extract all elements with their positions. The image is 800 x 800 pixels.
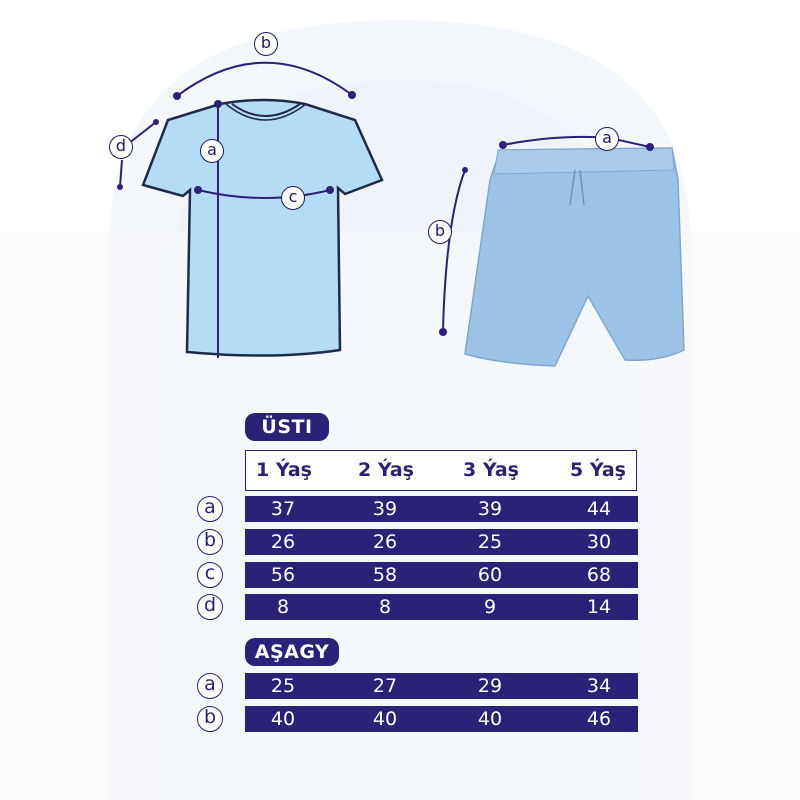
table-cell: 68 bbox=[586, 564, 612, 586]
table-cell: 60 bbox=[477, 564, 503, 586]
table-cell: 9 bbox=[483, 596, 497, 618]
table-cell: 25 bbox=[477, 531, 503, 553]
shirt-label-d: d bbox=[109, 135, 133, 159]
table-cell: 27 bbox=[372, 675, 398, 697]
header-1-age: 1 Ýaş bbox=[256, 459, 312, 481]
row-label-b: b bbox=[197, 706, 223, 732]
table-cell: 14 bbox=[586, 596, 612, 618]
garment-diagram bbox=[117, 61, 685, 367]
shirt-label-b: b bbox=[254, 32, 278, 56]
table-cell: 56 bbox=[270, 564, 296, 586]
table-cell: 40 bbox=[270, 708, 296, 730]
table-cell: 40 bbox=[372, 708, 398, 730]
table-row: 8 8 9 14 bbox=[245, 594, 638, 620]
table-row: 25 27 29 34 bbox=[245, 673, 638, 699]
header-2-age: 2 Ýaş bbox=[358, 459, 414, 481]
table-cell: 26 bbox=[270, 531, 296, 553]
table-cell: 40 bbox=[477, 708, 503, 730]
table-row: 26 26 25 30 bbox=[245, 529, 638, 555]
shorts-label-a: a bbox=[595, 127, 619, 151]
table-row: 37 39 39 44 bbox=[245, 496, 638, 522]
row-label-c: c bbox=[197, 562, 223, 588]
row-label-b: b bbox=[197, 529, 223, 555]
shirt-measure-lines bbox=[119, 61, 353, 358]
shorts-illustration bbox=[464, 147, 685, 367]
table-row: 56 58 60 68 bbox=[245, 562, 638, 588]
row-label-a: a bbox=[197, 496, 223, 522]
row-label-a: a bbox=[197, 673, 223, 699]
shirt-label-c: c bbox=[281, 186, 305, 210]
table-cell: 8 bbox=[378, 596, 392, 618]
table-cell: 44 bbox=[586, 498, 612, 520]
top-section-title: ÜSTI bbox=[245, 413, 329, 441]
table-cell: 46 bbox=[586, 708, 612, 730]
shorts-label-b: b bbox=[428, 220, 452, 244]
row-label-d: d bbox=[197, 594, 223, 620]
shirt-label-a: a bbox=[200, 139, 224, 163]
tshirt-illustration bbox=[141, 98, 384, 357]
table-cell: 39 bbox=[477, 498, 503, 520]
table-cell: 37 bbox=[270, 498, 296, 520]
table-cell: 30 bbox=[586, 531, 612, 553]
table-cell: 58 bbox=[372, 564, 398, 586]
table-cell: 25 bbox=[270, 675, 296, 697]
table-row: 40 40 40 46 bbox=[245, 706, 638, 732]
table-cell: 39 bbox=[372, 498, 398, 520]
shirt-measure-points bbox=[117, 91, 356, 194]
header-3-age: 3 Ýaş bbox=[463, 459, 519, 481]
bottom-section-title: AŞAGY bbox=[245, 638, 339, 666]
size-header-row: 1 Ýaş 2 Ýaş 3 Ýaş 5 Ýaş bbox=[245, 450, 637, 491]
table-cell: 29 bbox=[477, 675, 503, 697]
table-cell: 26 bbox=[372, 531, 398, 553]
table-cell: 8 bbox=[276, 596, 290, 618]
table-cell: 34 bbox=[586, 675, 612, 697]
header-5-age: 5 Ýaş bbox=[570, 459, 626, 481]
